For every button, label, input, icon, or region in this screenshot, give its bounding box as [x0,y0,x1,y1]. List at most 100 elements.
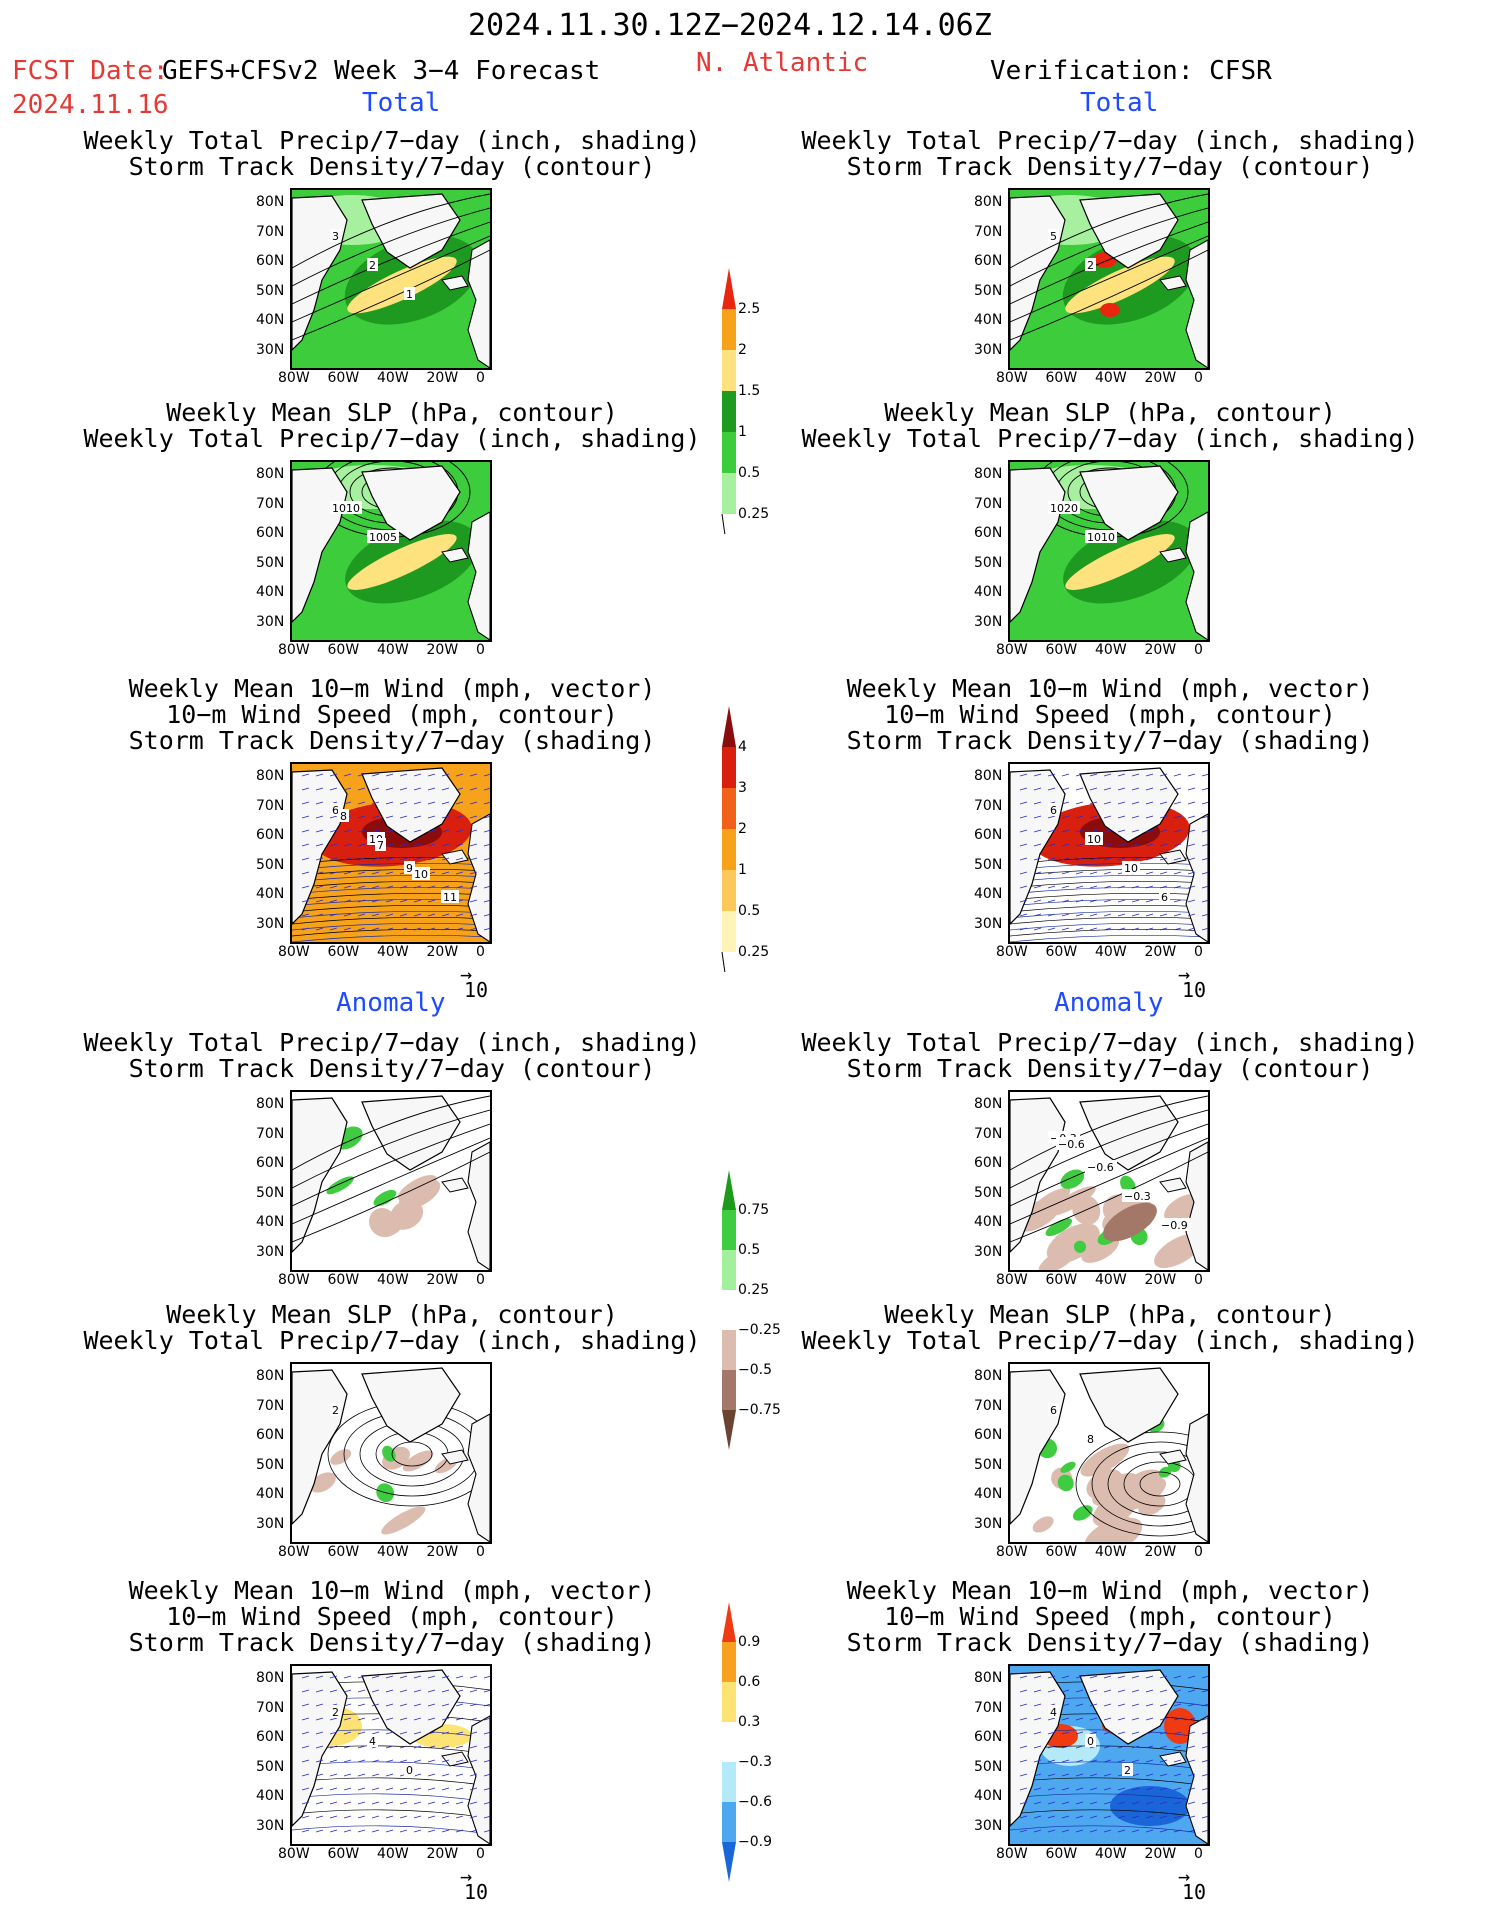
wind-vector [1145,1745,1154,1749]
vector-reference-arrow: → [460,1864,473,1888]
lat-tick-label: 80N [974,1670,1003,1686]
wind-vector [357,927,366,931]
lon-tick-label: 20W [426,642,459,658]
precip-deficit-area [1119,1469,1163,1502]
map-panel-r1-c1: 3 2 1 [290,188,492,370]
wind-vector [1159,857,1168,861]
wind-vector [357,1689,366,1693]
lon-tick-label: 60W [327,370,360,386]
wind-vector [1159,927,1168,931]
wind-vector [329,1801,338,1805]
wind-anom-contour [1010,1825,1208,1835]
wind-vector [343,1689,352,1693]
wind-vector [413,1731,422,1735]
contour-label-bg [375,838,386,851]
precip-deficit-strong [1103,1202,1157,1242]
wind-vector [385,1815,394,1819]
wind-vector [469,801,478,805]
wind-vector [301,1731,310,1735]
wind-anom-contour [292,1809,490,1819]
wind-vector [427,927,436,931]
lat-tick-label: 50N [256,1456,285,1473]
wind-vector [441,857,450,861]
wind-vector [1131,829,1140,833]
wind-vector [343,1773,352,1777]
precip-surplus-area [1057,1474,1074,1492]
contour-label-bg [1048,1403,1059,1416]
wind-vector [1159,801,1168,805]
wind-vector [1019,1675,1028,1679]
wind-vector [1173,1815,1182,1819]
lon-tick-label: 40W [377,1272,409,1288]
lat-tick-label: 50N [256,856,285,873]
storm-track-contour [1010,1137,1208,1225]
panel-title-r6-c1-line2: 10−m Wind Speed (mph, contour) [166,1602,618,1631]
wind-vector [357,913,366,917]
wind-vector [315,1689,324,1693]
wind-vector [1201,1815,1208,1819]
wind-vector [1089,1759,1098,1763]
wind-vector [329,927,338,931]
wind-vector [441,1717,450,1721]
wind-vector [343,1675,352,1679]
lon-tick-label: 60W [1045,370,1078,386]
wind-vector [1145,1829,1154,1833]
wind-vector [455,1801,464,1805]
precip-deficit-area [1032,1516,1054,1533]
precip-deficit-area [381,1506,426,1535]
wind-vector [343,857,352,861]
panel-title-r6-c2-line2: 10−m Wind Speed (mph, contour) [884,1602,1336,1631]
colorbar-track-anomaly [722,1602,736,1882]
wind-anom-contour [292,1777,490,1787]
wind-vector [1187,1801,1196,1805]
greenland-coast [361,465,461,541]
contour-label-bg [1085,1160,1117,1173]
wind-vector [343,1703,352,1707]
colorbar-segment [722,1762,736,1802]
europe-coast [1185,511,1208,640]
precip-surplus-area [373,1189,397,1207]
wind-speed-contour [1010,892,1208,901]
wind-vector [1145,1717,1154,1721]
wind-vector [329,773,338,777]
lat-tick-label: 40N [974,1486,1003,1502]
lon-tick-label: 20W [1144,370,1177,386]
map-plot: −0.3−0.6−0.3−0.9−0.6 [1010,1092,1208,1270]
wind-vector [1019,773,1028,777]
wind-vector [301,857,310,861]
wind-vector [441,843,450,847]
contour-label: 8 [1087,1433,1094,1446]
wind-vector [1131,1675,1140,1679]
wind-vector [413,1759,422,1763]
panel-title-r6-c2-line3: Storm Track Density/7−day (shading) [846,1628,1374,1657]
wind-vector [483,1717,490,1721]
contour-label: −0.3 [1124,1190,1151,1203]
wind-vector [1159,1689,1168,1693]
wind-vector [1075,829,1084,833]
wind-vector [1075,1773,1084,1777]
contour-label: 1020 [1050,502,1078,515]
wind-vector [357,857,366,861]
wind-vector [1173,871,1182,875]
wind-vector [385,1773,394,1777]
wind-vector [483,829,490,833]
lat-tick-label: 30N [974,1817,1003,1834]
wind-vector [1173,913,1182,917]
wind-vector [1187,801,1196,805]
wind-vector [469,1689,478,1693]
wind-speed-contour [1010,928,1208,937]
wind-vector [455,815,464,819]
iceland-coast [1159,1751,1187,1767]
wind-vector [427,899,436,903]
wind-vector [469,1745,478,1749]
wind-vector [1033,843,1042,847]
contour-label-bg [1048,1705,1059,1718]
wind-vector [1103,927,1112,931]
wind-vector [1117,1815,1126,1819]
wind-vector [1103,787,1112,791]
lon-tick-label: 80W [278,944,310,960]
precip-deficit-area [1048,1186,1096,1216]
section-anomaly-left: Anomaly [336,988,446,1018]
europe-coast [1185,239,1208,368]
vector-reference-label: 10 [1182,978,1207,1002]
